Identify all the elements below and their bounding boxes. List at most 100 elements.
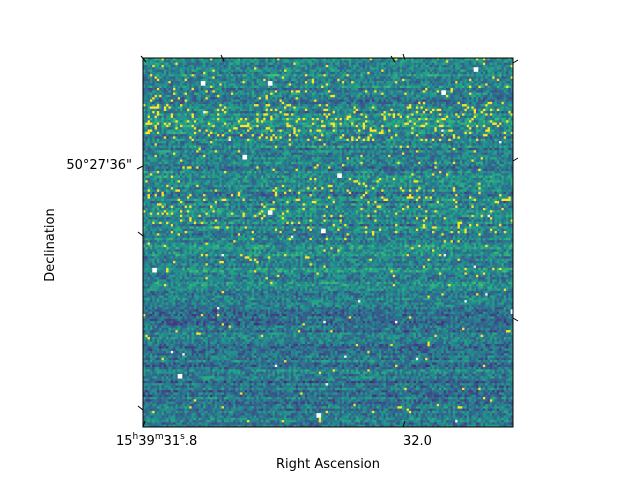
- heatmap-cell: [263, 85, 266, 89]
- heatmap-cell: [487, 87, 491, 91]
- heatmap-cell: [457, 90, 461, 93]
- heatmap-cell: [274, 108, 278, 112]
- heatmap-cell: [337, 64, 340, 68]
- heatmap-cell: [325, 78, 329, 82]
- heatmap-cell: [328, 90, 331, 93]
- heatmap-cell: [193, 115, 197, 119]
- heatmap-cell: [270, 124, 273, 128]
- heatmap-cell: [307, 99, 310, 103]
- heatmap-cell: [348, 124, 352, 128]
- heatmap-cell: [219, 62, 222, 66]
- heatmap-cell: [395, 92, 398, 96]
- heatmap-cell: [436, 58, 440, 61]
- heatmap-cell: [383, 83, 387, 86]
- heatmap-cell: [184, 104, 188, 107]
- heatmap-cell: [399, 92, 403, 96]
- heatmap-cell: [267, 106, 271, 110]
- heatmap-cell: [270, 111, 273, 114]
- heatmap-cell: [469, 76, 472, 80]
- heatmap-cell: [200, 120, 204, 123]
- heatmap-cell: [429, 115, 433, 119]
- heatmap-cell: [411, 122, 414, 126]
- heatmap-cell: [323, 115, 326, 119]
- heatmap-cell: [191, 104, 195, 107]
- heatmap-cell: [223, 81, 227, 84]
- heatmap-cell: [443, 101, 447, 105]
- heatmap-cell: [279, 94, 283, 98]
- heatmap-cell: [365, 99, 368, 103]
- heatmap-cell: [286, 115, 289, 119]
- heatmap-cell: [330, 76, 333, 80]
- heatmap-cell: [397, 115, 400, 119]
- heatmap-cell: [355, 113, 359, 116]
- heatmap-cell: [210, 92, 213, 96]
- heatmap-cell: [274, 67, 278, 70]
- heatmap-cell: [274, 113, 278, 116]
- heatmap-cell: [288, 71, 292, 75]
- heatmap-cell: [184, 78, 188, 82]
- heatmap-cell: [480, 60, 484, 63]
- heatmap-cell: [288, 115, 292, 119]
- heatmap-cell: [272, 60, 276, 63]
- heatmap-cell: [156, 69, 160, 73]
- heatmap-cell: [182, 85, 185, 89]
- heatmap-cell: [420, 76, 424, 80]
- heatmap-cell: [166, 58, 169, 61]
- heatmap-cell: [311, 101, 315, 105]
- heatmap-cell: [432, 120, 435, 123]
- heatmap-cell: [485, 62, 488, 66]
- heatmap-cell: [408, 122, 412, 126]
- heatmap-cell: [501, 127, 505, 130]
- heatmap-cell: [358, 92, 361, 96]
- heatmap-cell: [432, 87, 435, 91]
- heatmap-cell: [145, 108, 148, 112]
- heatmap-cell: [193, 69, 197, 73]
- heatmap-cell: [450, 106, 454, 110]
- heatmap-cell: [223, 117, 227, 121]
- heatmap-cell: [240, 127, 243, 130]
- heatmap-cell: [508, 62, 511, 66]
- heatmap-cell: [314, 106, 317, 110]
- heatmap-cell: [284, 62, 287, 66]
- heatmap-cell: [240, 122, 243, 126]
- heatmap-cell: [362, 106, 366, 110]
- heatmap-cell: [297, 74, 301, 77]
- heatmap-cell: [256, 71, 259, 75]
- heatmap-cell: [254, 87, 257, 91]
- heatmap-cell: [309, 67, 313, 70]
- heatmap-cell: [177, 129, 181, 133]
- heatmap-cell: [307, 124, 310, 128]
- heatmap-cell: [427, 81, 431, 84]
- heatmap-cell: [260, 85, 264, 89]
- heatmap-cell: [408, 97, 412, 100]
- heatmap-cell: [249, 97, 252, 100]
- heatmap-cell: [418, 74, 421, 77]
- heatmap-cell: [399, 122, 403, 126]
- heatmap-cell: [381, 64, 384, 68]
- heatmap-cell: [247, 74, 250, 77]
- heatmap-cell: [358, 58, 361, 61]
- heatmap-cell: [390, 58, 394, 61]
- heatmap-cell: [501, 81, 505, 84]
- heatmap-cell: [321, 81, 324, 84]
- heatmap-cell: [175, 90, 178, 93]
- heatmap-cell: [279, 120, 283, 123]
- heatmap-cell: [383, 69, 387, 73]
- heatmap-cell: [330, 97, 333, 100]
- heatmap-cell: [344, 108, 347, 112]
- heatmap-cell: [314, 69, 317, 73]
- heatmap-cell: [147, 124, 151, 128]
- heatmap-cell: [436, 85, 440, 89]
- heatmap-cell: [256, 87, 259, 91]
- heatmap-cell: [353, 90, 357, 93]
- heatmap-cell: [145, 104, 148, 107]
- heatmap-cell: [480, 124, 484, 128]
- heatmap-cell: [469, 78, 472, 82]
- heatmap-cell: [473, 90, 477, 93]
- heatmap-cell: [154, 60, 158, 63]
- heatmap-cell: [464, 94, 468, 98]
- heatmap-cell: [448, 58, 451, 61]
- heatmap-cell: [397, 81, 400, 84]
- heatmap-cell: [503, 122, 507, 126]
- heatmap-cell: [365, 90, 368, 93]
